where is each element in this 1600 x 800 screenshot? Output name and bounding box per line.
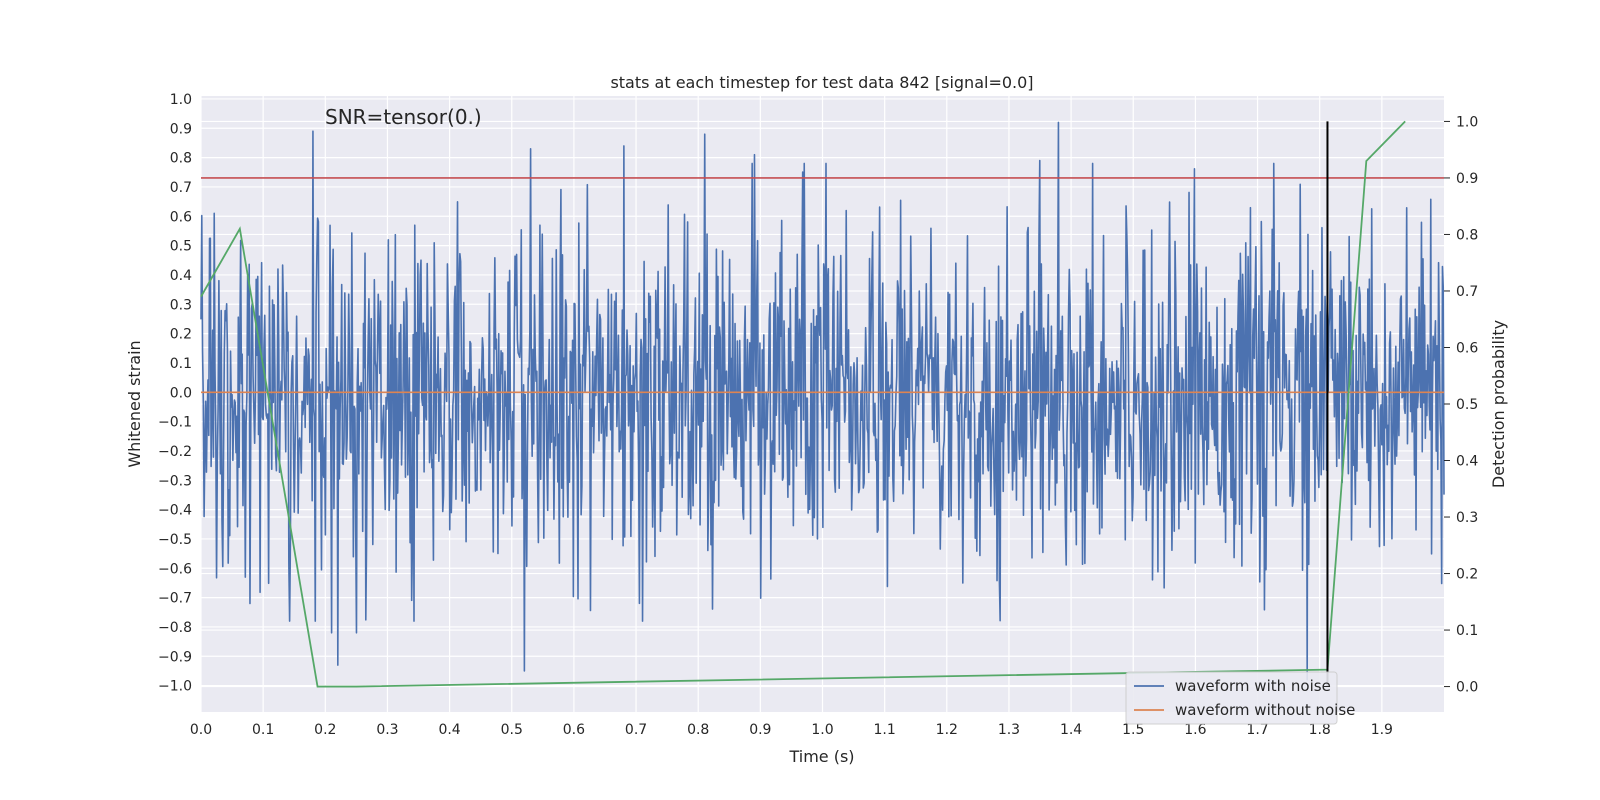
x-tick-label: 1.8 bbox=[1309, 722, 1331, 738]
x-tick-label: 1.1 bbox=[874, 722, 896, 738]
y-tick-label: −0.3 bbox=[158, 473, 192, 489]
y-tick-label: 0.4 bbox=[170, 268, 192, 284]
x-tick-label: 0.3 bbox=[376, 722, 398, 738]
legend-label-clean: waveform without noise bbox=[1175, 701, 1355, 719]
x-tick-label: 0.9 bbox=[749, 722, 771, 738]
y2-tick-label: 0.6 bbox=[1456, 340, 1478, 356]
y-tick-label: −0.1 bbox=[158, 415, 192, 431]
x-tick-label: 0.2 bbox=[314, 722, 336, 738]
y-tick-label: 0.3 bbox=[170, 297, 192, 313]
x-tick-label: 1.7 bbox=[1246, 722, 1268, 738]
y-tick-label: 0.2 bbox=[170, 327, 192, 343]
y2-tick-label: 0.7 bbox=[1456, 284, 1478, 300]
legend-label-noise: waveform with noise bbox=[1175, 677, 1331, 695]
y2-tick-label: 1.0 bbox=[1456, 114, 1478, 130]
y-tick-label: 0.6 bbox=[170, 209, 192, 225]
x-tick-label: 1.5 bbox=[1122, 722, 1144, 738]
series-layer bbox=[200, 120, 1445, 688]
x-tick-label: 0.0 bbox=[190, 722, 212, 738]
y2-tick-label: 0.4 bbox=[1456, 454, 1478, 470]
y2-tick-label: 0.5 bbox=[1456, 397, 1478, 413]
y-tick-label: −0.4 bbox=[158, 503, 192, 519]
y2-tick-label: 0.9 bbox=[1456, 171, 1478, 187]
y-tick-label: 0.5 bbox=[170, 239, 192, 255]
y2-tick-label: 0.1 bbox=[1456, 623, 1478, 639]
x-tick-label: 0.1 bbox=[252, 722, 274, 738]
y-tick-label: −0.7 bbox=[158, 591, 192, 607]
y-axis-label: Whitened strain bbox=[125, 340, 144, 467]
x-tick-label: 1.0 bbox=[811, 722, 833, 738]
y2-tick-label: 0.3 bbox=[1456, 510, 1478, 526]
x-tick-label: 1.9 bbox=[1371, 722, 1393, 738]
axes-labels: 1.0 0.9 0.8 0.7 0.6 0.5 0.4 0.3 0.2 0.1 0.0 −0.1 −0.… bbox=[158, 92, 1478, 738]
x-tick-label: 1.3 bbox=[998, 722, 1020, 738]
y2-axis-label: Detection probability bbox=[1489, 320, 1508, 488]
legend-box bbox=[1125, 671, 1338, 725]
y-tick-label: −0.9 bbox=[158, 649, 192, 665]
y2-tick-label: 0.2 bbox=[1456, 567, 1478, 583]
y2-tick-label: 0.0 bbox=[1456, 680, 1478, 696]
y-tick-label: −0.5 bbox=[158, 532, 192, 548]
legend: waveform with noise waveform without noi… bbox=[1125, 671, 1355, 725]
y-tick-label: −0.2 bbox=[158, 444, 192, 460]
x-tick-label: 0.4 bbox=[438, 722, 460, 738]
x-tick-label: 1.6 bbox=[1184, 722, 1206, 738]
x-axis-label: Time (s) bbox=[788, 747, 854, 766]
chart-title: stats at each timestep for test data 842… bbox=[610, 73, 1033, 92]
x-tick-label: 1.4 bbox=[1060, 722, 1082, 738]
y2-tick-label: 0.8 bbox=[1456, 227, 1478, 243]
y-tick-label: 0.0 bbox=[170, 385, 192, 401]
x-tick-label: 0.5 bbox=[501, 722, 523, 738]
x-tick-label: 0.6 bbox=[563, 722, 585, 738]
y-tick-label: 1.0 bbox=[170, 92, 192, 108]
x-tick-label: 0.8 bbox=[687, 722, 709, 738]
x-tick-label: 1.2 bbox=[936, 722, 958, 738]
snr-annotation: SNR=tensor(0.) bbox=[325, 105, 482, 129]
y-tick-label: 0.9 bbox=[170, 121, 192, 137]
series-waveform-with-noise bbox=[200, 121, 1445, 681]
y-tick-label: −0.6 bbox=[158, 561, 192, 577]
y-tick-label: 0.1 bbox=[170, 356, 192, 372]
x-tick-label: 0.7 bbox=[625, 722, 647, 738]
y-tick-label: −1.0 bbox=[158, 679, 192, 695]
y-tick-label: −0.8 bbox=[158, 620, 192, 636]
y-tick-label: 0.7 bbox=[170, 180, 192, 196]
y-tick-label: 0.8 bbox=[170, 151, 192, 167]
